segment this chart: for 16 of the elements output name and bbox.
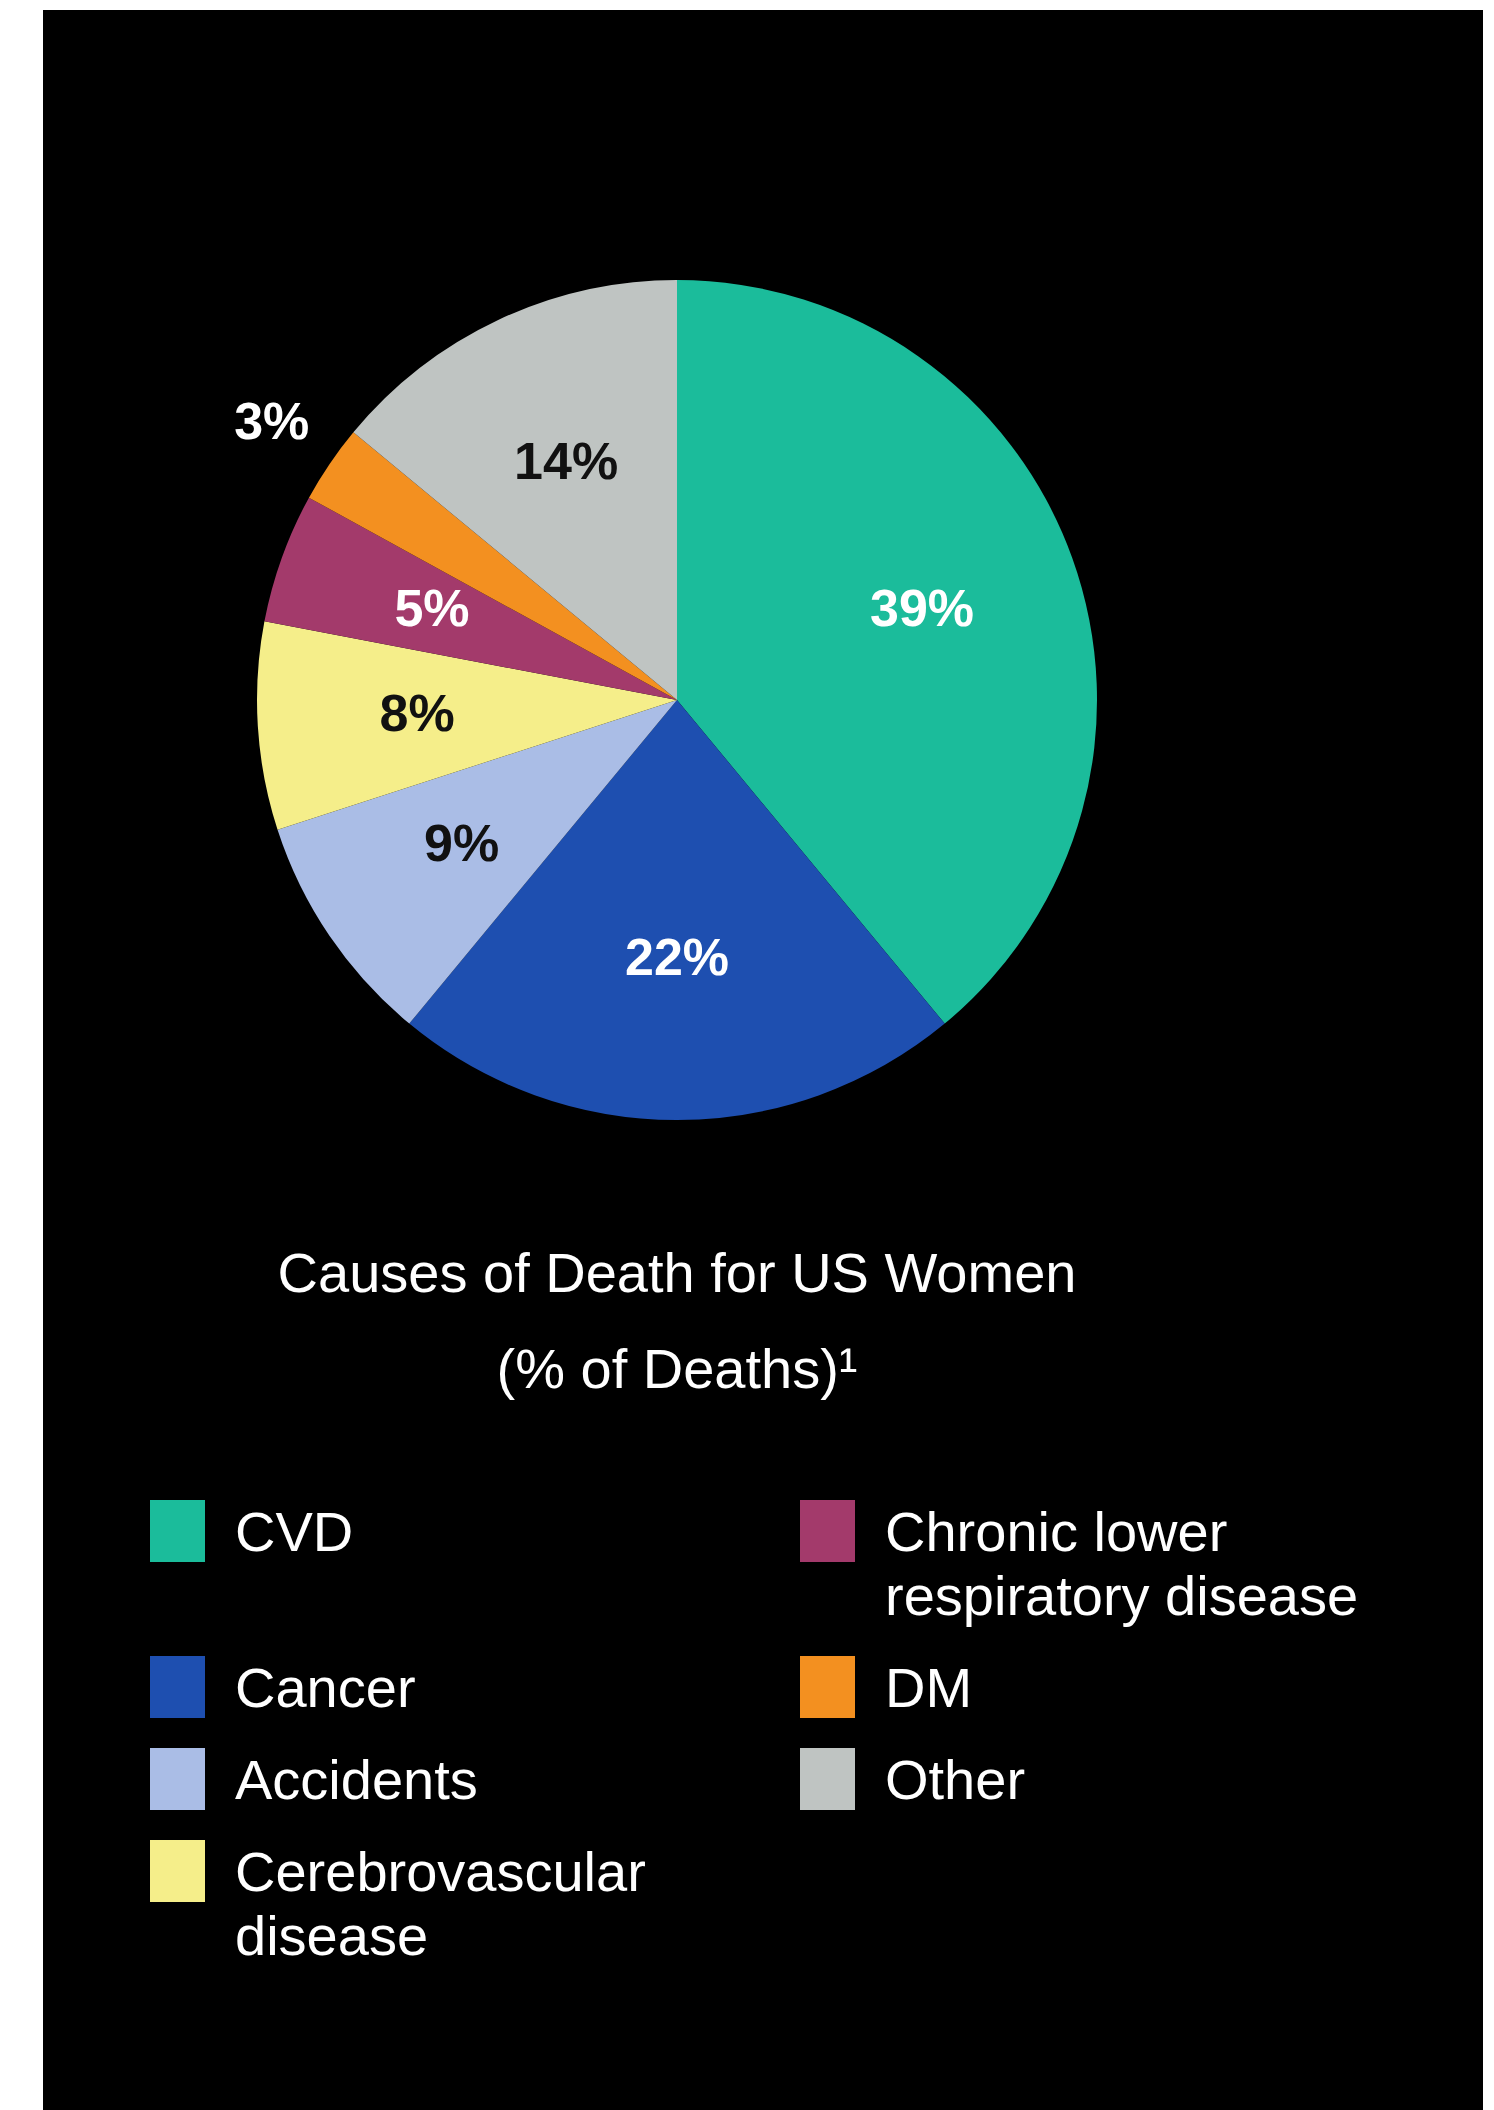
legend-label: Cancer	[235, 1656, 416, 1720]
data-label: 9%	[424, 813, 500, 872]
data-label: 14%	[514, 431, 619, 490]
data-label: 5%	[394, 579, 470, 638]
data-label: 22%	[624, 927, 730, 986]
data-label: 3%	[234, 391, 310, 450]
data-label: 39%	[869, 579, 975, 638]
legend-label: DM	[885, 1656, 973, 1720]
legend-label: Other	[885, 1748, 1026, 1812]
text: (% of Deaths)¹	[495, 1336, 859, 1402]
data-label: 8%	[379, 683, 455, 742]
legend-label: Accidents	[235, 1748, 478, 1812]
legend-label: Cerebrovascular disease	[235, 1840, 646, 1968]
legend-label: Chronic lower respiratory disease	[885, 1500, 1360, 1628]
legend-label: CVD	[235, 1500, 354, 1564]
text: Causes of Death for US Women	[276, 1240, 1078, 1306]
